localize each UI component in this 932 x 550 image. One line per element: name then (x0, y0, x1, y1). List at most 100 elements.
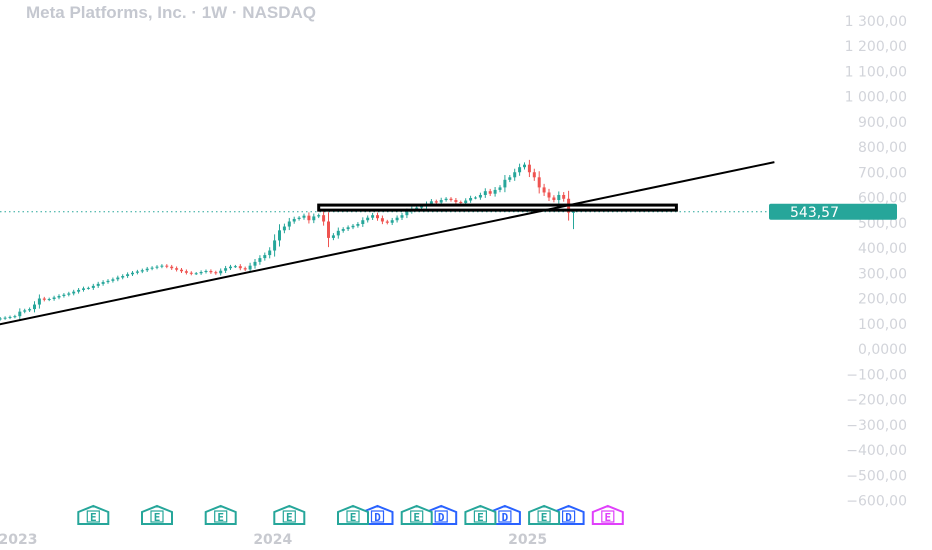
candle-up (371, 215, 375, 218)
upcoming-earnings-marker[interactable]: E (591, 504, 624, 525)
candle-up (3, 317, 7, 319)
candle-up (341, 229, 345, 231)
earnings-marker-inner (282, 510, 296, 523)
y-tick-label: 800,00 (858, 140, 907, 156)
candle-up (478, 194, 482, 198)
candle-up (131, 272, 134, 275)
candle-up (464, 200, 468, 204)
dividend-marker-label: D (565, 511, 572, 524)
candle-up (145, 268, 149, 271)
candle-up (346, 227, 350, 230)
candle-up (8, 316, 12, 318)
candle-down (42, 298, 46, 300)
dividend-marker[interactable]: D (488, 504, 521, 525)
y-tick-label: −200,00 (846, 393, 907, 409)
dividend-marker[interactable]: D (552, 504, 585, 525)
trendline[interactable] (0, 161, 775, 326)
candle-up (523, 164, 526, 168)
candle-up (126, 274, 130, 277)
candle-up (135, 271, 139, 273)
candle-up (297, 217, 301, 219)
drawings-layer (0, 161, 775, 326)
candle-up (572, 211, 575, 213)
candle-up (287, 221, 291, 227)
resistance-box[interactable] (317, 203, 678, 212)
candle-up (444, 198, 448, 201)
candle-down (454, 200, 458, 203)
candle-up (331, 235, 335, 238)
candle-down (385, 221, 389, 223)
earnings-marker-label: E (217, 511, 224, 524)
dividend-marker-inner (498, 510, 512, 523)
y-tick-label: 400,00 (858, 241, 907, 257)
candle-down (434, 201, 438, 203)
candle-up (28, 309, 32, 311)
candle-down (175, 268, 179, 270)
candle-up (116, 277, 120, 280)
candle-down (243, 268, 247, 270)
candle-down (327, 221, 330, 238)
candle-up (62, 294, 66, 296)
dividend-marker-inner (370, 510, 385, 523)
candle-up (229, 266, 232, 269)
candle-down (488, 191, 492, 194)
candles-layer (0, 159, 575, 321)
dividend-marker-inner (434, 510, 448, 523)
y-tick-label: −600,00 (846, 494, 907, 510)
earnings-marker-inner (473, 510, 487, 523)
candle-up (106, 280, 110, 283)
candle-up (317, 215, 321, 217)
earnings-marker-shape (400, 504, 433, 525)
earnings-marker[interactable]: E (77, 504, 110, 525)
candle-down (376, 215, 379, 219)
earnings-marker[interactable]: E (528, 504, 561, 525)
candle-up (483, 191, 487, 195)
y-tick-label: 1 000,00 (845, 90, 907, 106)
candle-up (67, 293, 71, 295)
candle-down (209, 270, 213, 273)
candle-up (194, 273, 198, 275)
earnings-marker-label: E (477, 511, 484, 524)
earnings-marker[interactable]: E (273, 504, 306, 525)
candle-up (469, 198, 473, 201)
earnings-marker-inner (410, 510, 424, 523)
candle-up (150, 267, 154, 269)
candle-up (82, 288, 85, 290)
earnings-marker-inner (214, 510, 228, 523)
candle-down (527, 164, 531, 173)
y-tick-label: 1 100,00 (845, 64, 907, 80)
earnings-marker-inner (537, 510, 551, 523)
candle-up (248, 265, 252, 270)
earnings-marker[interactable]: E (337, 504, 369, 525)
candle-up (312, 216, 316, 221)
candle-up (77, 289, 81, 292)
x-tick-label: 2023 (0, 532, 37, 548)
upcoming-earnings-marker-shape (591, 504, 624, 525)
y-tick-label: 600,00 (858, 191, 907, 207)
y-tick-label: 100,00 (858, 317, 907, 333)
earnings-marker-shape (464, 504, 497, 525)
candle-down (307, 215, 311, 221)
candle-down (322, 215, 326, 222)
earnings-marker-shape (528, 504, 561, 525)
events-layer: D D D DE E E E E E E E E (77, 504, 624, 525)
earnings-marker[interactable]: E (204, 504, 237, 525)
candle-up (33, 304, 36, 310)
candle-up (474, 197, 477, 199)
candle-up (351, 225, 355, 228)
candle-down (180, 269, 183, 272)
y-tick-label: 300,00 (858, 266, 907, 282)
candle-up (420, 206, 424, 208)
y-tick-label: −100,00 (846, 367, 907, 383)
candle-down (165, 265, 169, 267)
candle-up (493, 189, 497, 194)
earnings-marker[interactable]: E (464, 504, 497, 525)
earnings-marker-shape (273, 504, 306, 525)
earnings-marker[interactable]: E (400, 504, 433, 525)
candle-up (400, 215, 404, 218)
candle-up (86, 287, 90, 289)
candle-up (429, 201, 433, 204)
upcoming-earnings-marker-label: E (604, 511, 611, 524)
earnings-marker[interactable]: E (141, 504, 173, 525)
